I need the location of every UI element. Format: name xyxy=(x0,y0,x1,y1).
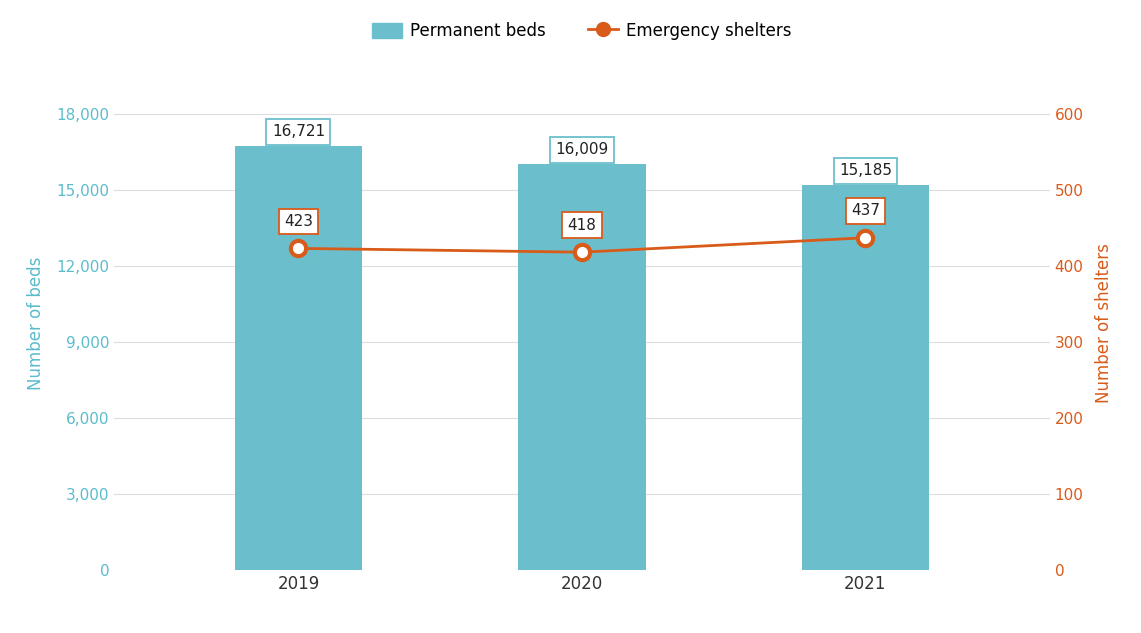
Y-axis label: Number of beds: Number of beds xyxy=(27,256,46,389)
Text: 16,009: 16,009 xyxy=(556,142,608,158)
Bar xyxy=(235,146,362,570)
Text: 418: 418 xyxy=(567,218,597,233)
Text: 423: 423 xyxy=(284,214,313,229)
Text: 437: 437 xyxy=(851,203,880,218)
Bar xyxy=(518,165,646,570)
Y-axis label: Number of shelters: Number of shelters xyxy=(1094,243,1112,403)
Text: 16,721: 16,721 xyxy=(272,124,325,139)
Bar xyxy=(802,185,929,570)
Text: 15,185: 15,185 xyxy=(839,163,892,179)
Legend: Permanent beds, Emergency shelters: Permanent beds, Emergency shelters xyxy=(365,15,799,46)
